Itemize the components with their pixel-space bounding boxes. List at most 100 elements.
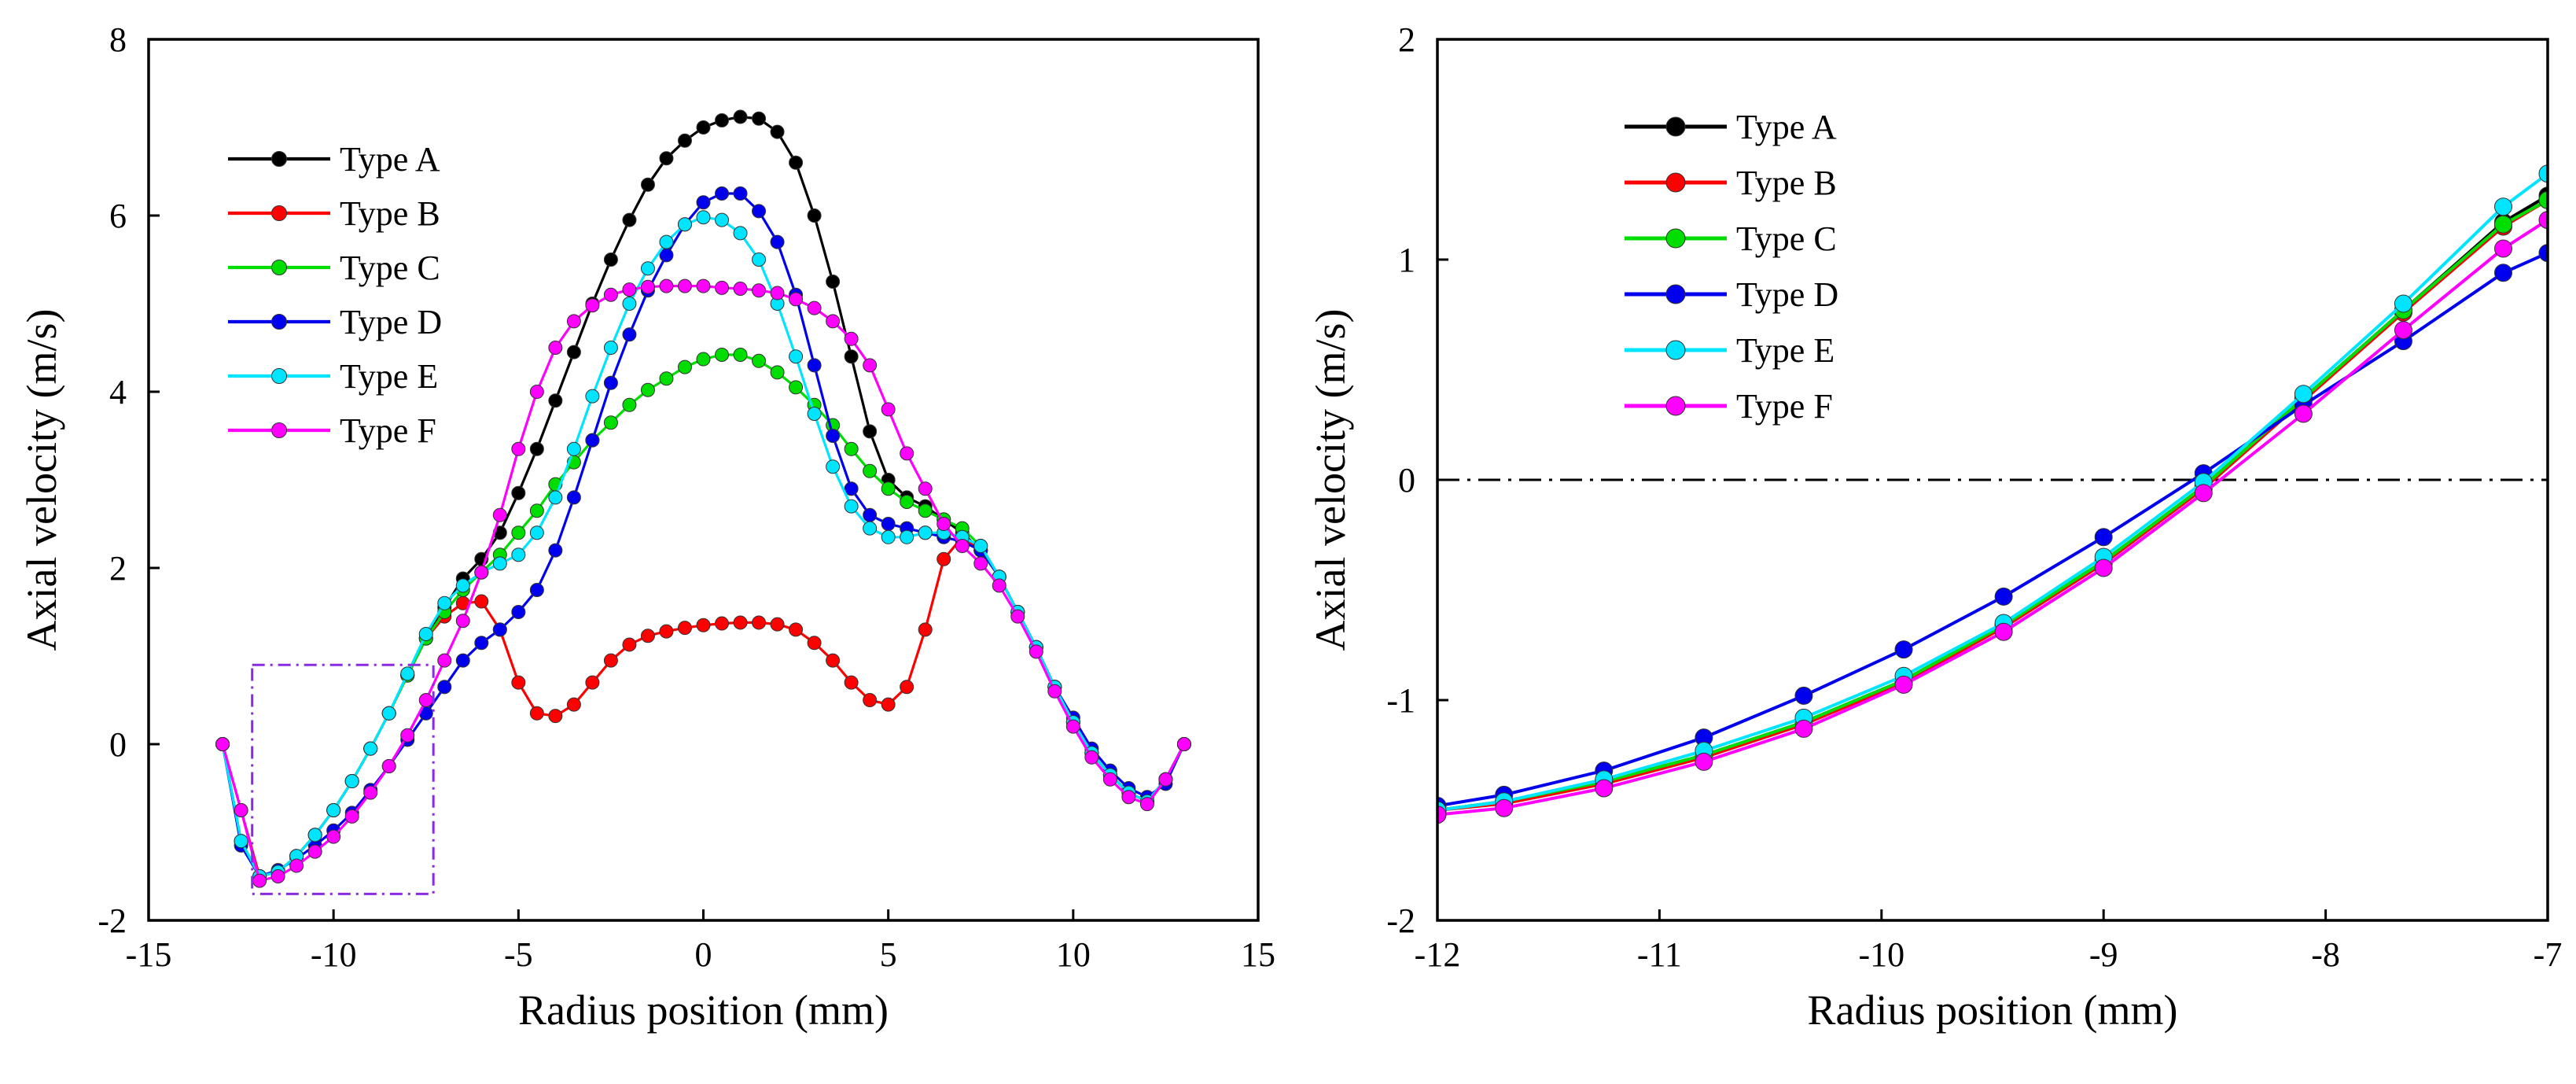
right-legend-marker (1665, 396, 1686, 416)
left-data-point (622, 637, 637, 652)
left-data-point (492, 622, 507, 637)
left-plot-area (215, 109, 1191, 888)
left-data-point (789, 380, 804, 395)
left-data-point (937, 551, 951, 566)
left-data-point (492, 507, 507, 522)
left-data-point (863, 463, 878, 478)
left-data-point (1121, 790, 1136, 805)
left-data-point (640, 629, 655, 643)
left-data-point (603, 287, 618, 302)
left-chart: -15 -10 -5 0 5 10 15 -2 0 2 4 6 8 Radius position (mm… (18, 20, 1275, 1034)
left-data-point (659, 371, 674, 386)
right-legend-item: Type E (1625, 331, 1834, 370)
left-data-point (715, 616, 730, 631)
left-data-point (418, 693, 433, 707)
left-data-point (640, 261, 655, 276)
left-data-point (770, 286, 785, 300)
right-x-tick-label: -7 (2534, 935, 2563, 974)
right-legend-item: Type A (1625, 108, 1837, 146)
left-data-point (789, 622, 804, 637)
left-legend-label: Type D (340, 303, 442, 341)
left-zoom-region-box (251, 663, 435, 895)
left-y-axis-title: Axial velocity (m/s) (18, 309, 65, 651)
left-data-point (585, 389, 600, 404)
left-data-point (826, 275, 841, 289)
left-data-point (511, 675, 526, 690)
left-data-point (215, 737, 230, 751)
left-data-point (733, 281, 748, 296)
left-data-point (677, 621, 692, 636)
left-legend-marker (271, 260, 287, 275)
right-data-point (2094, 559, 2113, 577)
left-data-point (677, 359, 692, 374)
left-legend-label: Type E (340, 357, 438, 396)
left-data-point (863, 507, 878, 522)
left-data-point (344, 809, 359, 824)
left-data-point (492, 556, 507, 571)
left-data-point (529, 441, 544, 456)
left-data-point (400, 666, 415, 681)
right-data-point (2394, 294, 2412, 313)
left-data-point (844, 441, 859, 456)
left-data-point (548, 490, 563, 505)
left-x-axis-title: Radius position (mm) (518, 986, 889, 1034)
left-data-point (881, 529, 896, 544)
right-series-type-f (1437, 211, 2548, 824)
left-data-point (733, 109, 748, 124)
left-legend-label: Type C (340, 249, 440, 287)
left-data-point (640, 279, 655, 294)
right-legend-item: Type D (1625, 275, 1838, 314)
right-data-point (2294, 404, 2313, 423)
right-data-point (2094, 528, 2113, 547)
left-data-point (677, 217, 692, 232)
left-data-point (659, 234, 674, 249)
left-data-point (529, 583, 544, 597)
right-data-point (1437, 806, 1447, 824)
left-data-point (234, 803, 248, 817)
left-legend-label: Type A (340, 140, 440, 179)
left-legend-label: Type F (340, 411, 436, 450)
left-y-tick-label: 4 (109, 373, 127, 411)
right-legend-item: Type F (1625, 387, 1833, 426)
left-data-point (622, 212, 637, 227)
left-data-point (1139, 797, 1154, 812)
left-data-point (437, 653, 452, 668)
left-data-point (1010, 609, 1025, 624)
right-x-axis-title: Radius position (mm) (1808, 986, 2178, 1034)
left-x-tick-label: 10 (1056, 935, 1091, 974)
left-data-point (881, 402, 896, 417)
right-data-point (2538, 244, 2548, 263)
right-data-point (2494, 239, 2513, 258)
left-data-point (289, 858, 304, 873)
right-data-point (2394, 321, 2412, 340)
left-data-point (529, 503, 544, 518)
left-data-point (511, 525, 526, 540)
left-legend-item: Type A (228, 140, 440, 179)
right-x-tick-label: -11 (1637, 935, 1682, 974)
left-legend-marker (271, 151, 287, 167)
right-data-point (1994, 622, 2013, 641)
right-y-tick-label: 0 (1398, 461, 1415, 500)
left-data-point (511, 441, 526, 456)
right-legend-label: Type F (1736, 387, 1833, 426)
left-data-point (270, 869, 285, 883)
left-data-point (307, 844, 322, 859)
right-data-point (1794, 686, 1813, 705)
left-data-point (659, 151, 674, 166)
left-data-point (973, 539, 988, 553)
left-data-point (585, 675, 600, 690)
left-data-point (677, 133, 692, 148)
left-data-point (696, 120, 711, 135)
right-y-tick-label: 2 (1398, 20, 1415, 59)
left-data-point (696, 210, 711, 225)
left-data-point (733, 615, 748, 630)
left-series-type-f (215, 278, 1191, 888)
left-data-point (622, 327, 637, 342)
left-x-tick-label: 5 (880, 935, 897, 974)
left-data-point (474, 594, 489, 609)
left-data-point (603, 375, 618, 390)
left-data-point (1065, 719, 1080, 734)
right-legend-marker (1665, 172, 1686, 193)
